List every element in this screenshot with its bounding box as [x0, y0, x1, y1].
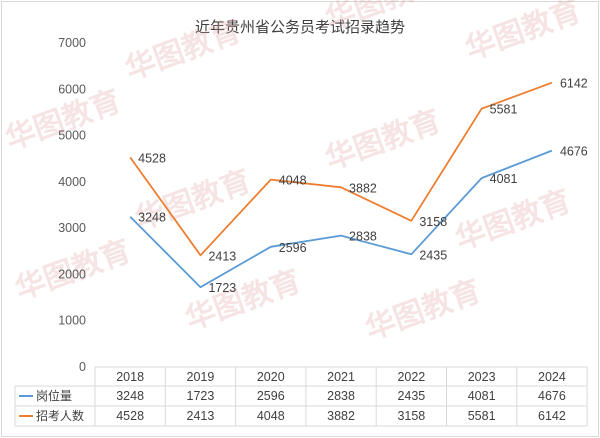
watermark-text: 华图教育	[121, 14, 246, 88]
x-tick-label: 2022	[397, 370, 425, 384]
table-cell: 4048	[257, 409, 285, 423]
watermark-text: 华图教育	[451, 184, 576, 258]
table-cell: 2838	[327, 389, 355, 403]
data-label: 4081	[490, 172, 518, 186]
watermark-text: 华图教育	[361, 274, 486, 348]
data-label: 6142	[560, 77, 588, 91]
data-label: 3248	[138, 211, 166, 225]
table-cell: 3248	[116, 389, 144, 403]
table-cell: 6142	[538, 409, 566, 423]
data-label: 1723	[208, 281, 236, 295]
y-axis: 0 1000 2000 3000 4000 5000 6000 7000	[58, 36, 86, 374]
x-tick-label: 2023	[468, 370, 496, 384]
data-labels: 3248 1723 2596 2838 2435 4081 4676 4528 2413 4048…	[138, 77, 588, 296]
table-cell: 5581	[468, 409, 496, 423]
table-cell: 4528	[116, 409, 144, 423]
series-line	[129, 81, 553, 257]
y-tick-label: 2000	[58, 267, 86, 281]
y-tick-label: 0	[79, 360, 86, 374]
y-tick-label: 4000	[58, 175, 86, 189]
data-label: 4528	[138, 151, 166, 165]
x-tick-label: 2024	[538, 370, 566, 384]
watermark-text: 华图教育	[131, 164, 256, 238]
table-cell: 1723	[187, 389, 215, 403]
data-label: 4676	[560, 145, 588, 159]
watermark-text: 华图教育	[321, 104, 446, 178]
table-cell: 2413	[187, 409, 215, 423]
watermark-text: 华图教育	[461, 0, 586, 68]
data-table: 2018 2019 2020 2021 2022 2023 2024 岗位量 3248 1723 2…	[14, 366, 588, 427]
table-cell: 4676	[538, 389, 566, 403]
x-tick-label: 2020	[257, 370, 285, 384]
data-label: 2596	[279, 241, 307, 255]
data-label: 2838	[349, 230, 377, 244]
y-tick-label: 1000	[58, 314, 86, 328]
y-tick-label: 6000	[58, 82, 86, 96]
x-tick-label: 2019	[187, 370, 215, 384]
data-label: 2435	[419, 248, 447, 262]
chart-title: 近年贵州省公务员考试招录趋势	[194, 18, 405, 36]
x-tick-label: 2021	[327, 370, 355, 384]
watermark-text: 华图教育	[321, 0, 446, 38]
y-tick-label: 5000	[58, 129, 86, 143]
series-line	[129, 149, 553, 289]
data-label: 4048	[279, 174, 307, 188]
watermark-text: 华图教育	[181, 264, 306, 338]
data-label: 5581	[490, 103, 518, 117]
table-cell: 3158	[397, 409, 425, 423]
y-tick-label: 7000	[58, 36, 86, 50]
table-cell: 4081	[468, 389, 496, 403]
legend-label: 招考人数	[36, 408, 84, 423]
series-layer	[129, 81, 553, 289]
y-tick-label: 3000	[58, 221, 86, 235]
data-label: 3158	[419, 215, 447, 229]
x-tick-label: 2018	[116, 370, 144, 384]
table-cell: 2596	[257, 389, 285, 403]
legend-label: 岗位量	[36, 388, 72, 403]
data-label: 2413	[208, 249, 236, 263]
data-label: 3882	[349, 181, 377, 195]
table-cell: 3882	[327, 409, 355, 423]
table-cell: 2435	[397, 389, 425, 403]
